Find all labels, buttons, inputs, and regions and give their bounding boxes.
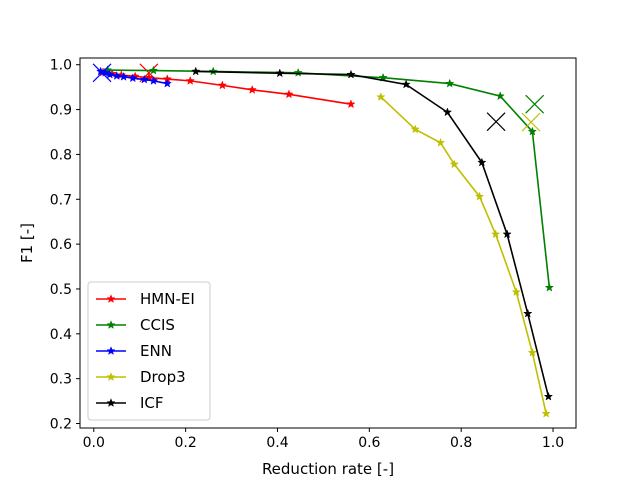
data-point-enn xyxy=(162,78,172,88)
data-point-drop3 xyxy=(435,137,446,147)
data-point-ccis xyxy=(293,67,303,77)
data-point-icf xyxy=(346,69,356,79)
x-marker-stroke xyxy=(92,63,112,83)
data-point-drop3 xyxy=(511,287,521,297)
legend-label: Drop3 xyxy=(140,368,186,386)
data-point-enn xyxy=(118,71,129,81)
data-point-ccis xyxy=(544,282,555,292)
x-axis-label: Reduction rate [-] xyxy=(262,460,394,478)
data-point-drop3 xyxy=(449,159,459,169)
x-marker-enn xyxy=(92,63,112,83)
y-axis-ticks: 0.2 0.3 0.4 0.5 0.6 0.7 0.8 0.9 1.0 xyxy=(50,58,80,433)
y-tick-label: 0.8 xyxy=(50,147,72,163)
data-point-enn xyxy=(100,67,110,77)
y-tick-label: 0.4 xyxy=(50,327,72,343)
data-point-icf xyxy=(275,68,285,78)
legend-item-ccis: CCIS xyxy=(96,316,175,334)
y-tick-label: 0.6 xyxy=(50,237,72,253)
legend-item-enn: ENN xyxy=(96,342,172,360)
legend-item-icf: ICF xyxy=(96,394,164,412)
data-point-hmn-ei xyxy=(284,89,294,99)
data-point-icf xyxy=(502,229,512,239)
legend-label: CCIS xyxy=(140,316,175,334)
data-point-hmn-ei xyxy=(247,84,257,94)
x-tick-label: 0.6 xyxy=(358,435,380,451)
legend-star-marker xyxy=(106,346,116,355)
data-point-enn xyxy=(148,75,159,85)
series-drop3 xyxy=(376,92,551,418)
data-point-enn xyxy=(128,73,138,83)
data-point-icf xyxy=(401,79,411,89)
x-marker-ccis xyxy=(525,94,545,114)
data-point-hmn-ei xyxy=(346,99,356,109)
data-point-ccis xyxy=(445,78,455,88)
legend-item-drop3: Drop3 xyxy=(96,368,186,386)
x-marker-stroke xyxy=(486,112,506,132)
data-point-icf xyxy=(442,107,453,117)
data-point-drop3 xyxy=(376,92,386,102)
data-point-icf xyxy=(477,157,487,167)
x-marker-stroke xyxy=(521,112,541,132)
data-point-enn xyxy=(112,71,122,80)
axes-frame xyxy=(79,57,577,429)
x-tick-label: 0.4 xyxy=(266,435,288,451)
series-icf xyxy=(191,66,554,401)
legend-star-marker xyxy=(106,398,116,407)
data-point-drop3 xyxy=(541,408,551,418)
y-tick-label: 0.7 xyxy=(50,192,72,208)
x-marker-drop3 xyxy=(521,112,541,132)
x-tick-label: 1.0 xyxy=(542,435,564,451)
data-point-drop3 xyxy=(527,347,538,357)
legend-label: HMN-EI xyxy=(140,290,195,308)
legend-label: ICF xyxy=(140,394,164,412)
x-tick-label: 0.0 xyxy=(83,435,105,451)
x-tick-label: 0.2 xyxy=(174,435,196,451)
y-tick-label: 0.9 xyxy=(50,103,72,119)
legend-star-marker xyxy=(106,320,116,329)
x-tick-label: 0.8 xyxy=(450,435,472,451)
plot-area xyxy=(92,63,555,418)
y-tick-label: 1.0 xyxy=(50,58,72,74)
data-point-ccis xyxy=(378,72,388,82)
data-point-icf xyxy=(191,66,201,76)
x-marker-icf xyxy=(486,112,506,132)
data-point-drop3 xyxy=(474,191,485,201)
legend-star-marker xyxy=(106,294,116,303)
data-point-ccis xyxy=(527,126,538,136)
series-enn xyxy=(92,63,172,88)
legend: HMN-EI CCIS ENN Drop3 ICF xyxy=(87,281,211,421)
data-point-ccis xyxy=(495,91,505,101)
legend-label: ENN xyxy=(140,342,172,360)
y-tick-label: 0.5 xyxy=(50,282,72,298)
data-point-icf xyxy=(543,391,554,401)
data-point-drop3 xyxy=(410,124,420,134)
y-tick-label: 0.3 xyxy=(50,372,72,388)
data-point-drop3 xyxy=(490,229,501,239)
legend-item-hmn-ei: HMN-EI xyxy=(96,290,195,308)
data-point-ccis xyxy=(148,65,159,75)
x-axis-ticks: 0.0 0.2 0.4 0.6 0.8 1.0 xyxy=(83,428,564,451)
legend-box xyxy=(87,281,211,421)
y-axis-label: F1 [-] xyxy=(18,223,36,263)
y-tick-label: 0.2 xyxy=(50,417,72,433)
data-point-hmn-ei xyxy=(217,80,228,90)
data-point-icf xyxy=(523,308,533,318)
x-marker-stroke xyxy=(525,94,545,114)
data-point-enn xyxy=(105,69,115,79)
legend-star-marker xyxy=(106,372,116,381)
data-point-enn xyxy=(139,74,149,84)
data-point-hmn-ei xyxy=(185,75,195,85)
